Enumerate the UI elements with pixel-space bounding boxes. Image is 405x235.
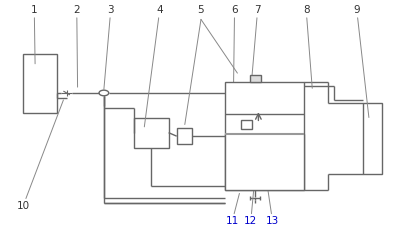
Text: 7: 7	[251, 5, 260, 81]
Bar	[225, 134, 303, 190]
Text: 12: 12	[243, 191, 257, 227]
Text: 8: 8	[302, 5, 311, 88]
Text: 10: 10	[16, 100, 63, 211]
Bar	[225, 134, 303, 190]
Text: 1: 1	[31, 5, 38, 64]
Text: 2: 2	[73, 5, 80, 87]
Text: 6: 6	[231, 5, 237, 101]
Bar	[225, 82, 303, 190]
Text: 4: 4	[144, 5, 163, 127]
Text: 9: 9	[353, 5, 368, 118]
Bar	[362, 103, 381, 174]
Bar	[134, 118, 168, 148]
Bar	[23, 55, 57, 113]
Bar	[241, 120, 252, 129]
Text: 3: 3	[104, 5, 114, 90]
Text: 11: 11	[225, 193, 239, 227]
Text: 13: 13	[265, 189, 279, 227]
Text: 5: 5	[197, 5, 204, 15]
Bar	[176, 128, 192, 144]
Bar	[249, 75, 260, 82]
